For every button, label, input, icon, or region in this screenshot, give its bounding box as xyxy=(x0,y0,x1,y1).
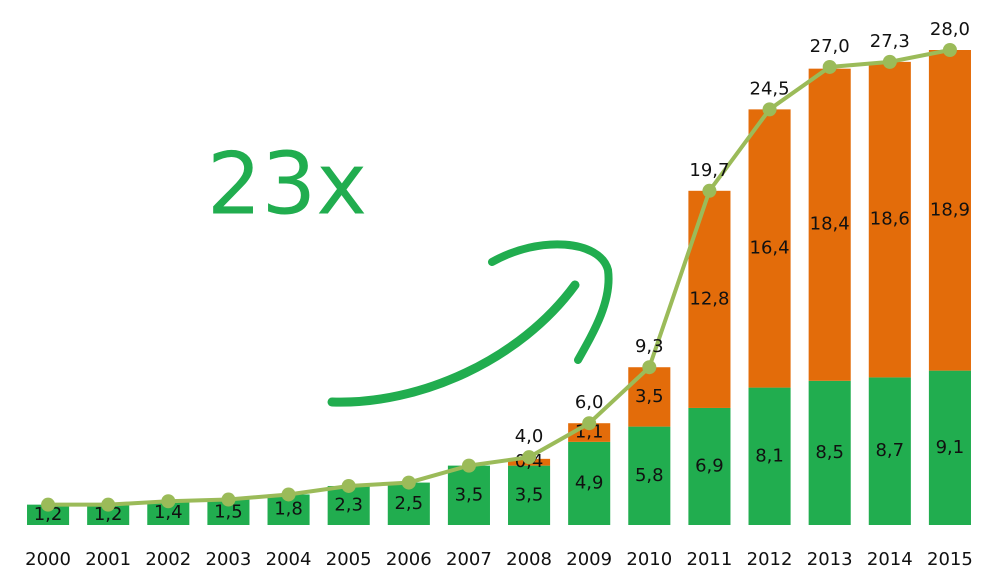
data-label: 1,8 xyxy=(274,499,303,520)
bar-segment xyxy=(628,367,671,427)
bar-segment xyxy=(147,501,190,525)
x-tick-label: 2011 xyxy=(687,549,733,570)
data-label: 27,3 xyxy=(870,31,910,52)
x-tick-label: 2015 xyxy=(927,549,973,570)
x-tick-label: 2004 xyxy=(266,549,312,570)
data-label: 18,4 xyxy=(810,214,850,235)
bar-segment xyxy=(748,109,791,388)
bar-segment xyxy=(808,68,851,381)
x-tick-label: 2001 xyxy=(85,549,131,570)
line-point xyxy=(341,478,356,493)
line-point xyxy=(461,458,476,473)
bar-segment xyxy=(748,387,791,525)
x-tick-label: 2013 xyxy=(807,549,853,570)
bar-segment xyxy=(27,504,70,525)
bar-segment xyxy=(688,407,731,525)
line-point xyxy=(522,450,537,465)
data-label: 3,5 xyxy=(635,386,664,407)
line xyxy=(48,48,951,507)
data-label: 1,2 xyxy=(34,504,63,525)
x-tick-label: 2012 xyxy=(747,549,793,570)
x-tick-label: 2014 xyxy=(867,549,913,570)
line-point xyxy=(221,492,236,507)
data-label: 18,9 xyxy=(930,199,970,220)
bar-segment xyxy=(928,50,971,371)
bar-segment xyxy=(928,370,971,525)
data-label: 18,6 xyxy=(870,209,910,230)
line-point xyxy=(642,360,657,375)
data-label: 1,4 xyxy=(154,502,183,523)
data-label: 4,9 xyxy=(575,472,604,493)
bar-segment xyxy=(568,441,611,525)
line-point xyxy=(41,497,56,512)
data-label: 3,5 xyxy=(515,484,544,505)
x-tick-label: 2008 xyxy=(506,549,552,570)
x-tick-label: 2010 xyxy=(626,549,672,570)
line-point xyxy=(281,487,296,502)
data-label: 24,5 xyxy=(750,78,790,99)
line-point xyxy=(702,183,717,198)
bar-segment xyxy=(628,426,671,525)
data-label: 16,4 xyxy=(750,237,790,258)
annotation: 23x xyxy=(207,134,367,234)
data-label: 28,0 xyxy=(930,19,970,40)
x-tick-label: 2005 xyxy=(326,549,372,570)
data-label: 9,1 xyxy=(936,437,965,458)
data-label: 1,5 xyxy=(214,501,243,522)
data-label: 5,8 xyxy=(635,465,664,486)
data-label: 3,5 xyxy=(455,484,484,505)
line-point xyxy=(582,416,597,431)
data-label: 6,0 xyxy=(575,392,604,413)
x-tick-label: 2006 xyxy=(386,549,432,570)
data-label: 2,5 xyxy=(394,493,423,514)
line-point xyxy=(762,102,777,117)
data-label: 12,8 xyxy=(689,288,729,309)
data-label: 4,0 xyxy=(515,426,544,447)
line-point xyxy=(822,59,837,74)
data-label: 8,7 xyxy=(875,440,904,461)
bar-segment xyxy=(387,482,430,525)
x-tick-label: 2002 xyxy=(145,549,191,570)
data-label: 27,0 xyxy=(810,36,850,57)
bar-segment xyxy=(508,465,551,525)
data-label: 19,7 xyxy=(689,160,729,181)
x-tick-label: 2003 xyxy=(206,549,252,570)
line-point xyxy=(942,43,957,57)
data-label: 1,2 xyxy=(94,504,123,525)
line-point xyxy=(401,475,416,490)
x-tick-label: 2007 xyxy=(446,549,492,570)
data-label: 2,3 xyxy=(334,494,363,515)
arrow-decoration xyxy=(327,240,613,407)
bar-segment xyxy=(87,504,130,525)
bar-segment xyxy=(808,380,851,525)
data-label: 9,3 xyxy=(635,336,664,357)
line-point xyxy=(101,497,116,512)
line-point xyxy=(161,494,176,509)
bar-segment xyxy=(868,377,911,525)
x-tick-label: 2000 xyxy=(25,549,71,570)
data-label: 6,9 xyxy=(695,455,724,476)
data-label: 8,1 xyxy=(755,445,784,466)
x-tick-label: 2009 xyxy=(566,549,612,570)
data-label: 8,5 xyxy=(815,442,844,463)
line-point xyxy=(882,54,897,69)
bar-segment xyxy=(447,465,490,525)
bar-segment xyxy=(868,61,911,378)
